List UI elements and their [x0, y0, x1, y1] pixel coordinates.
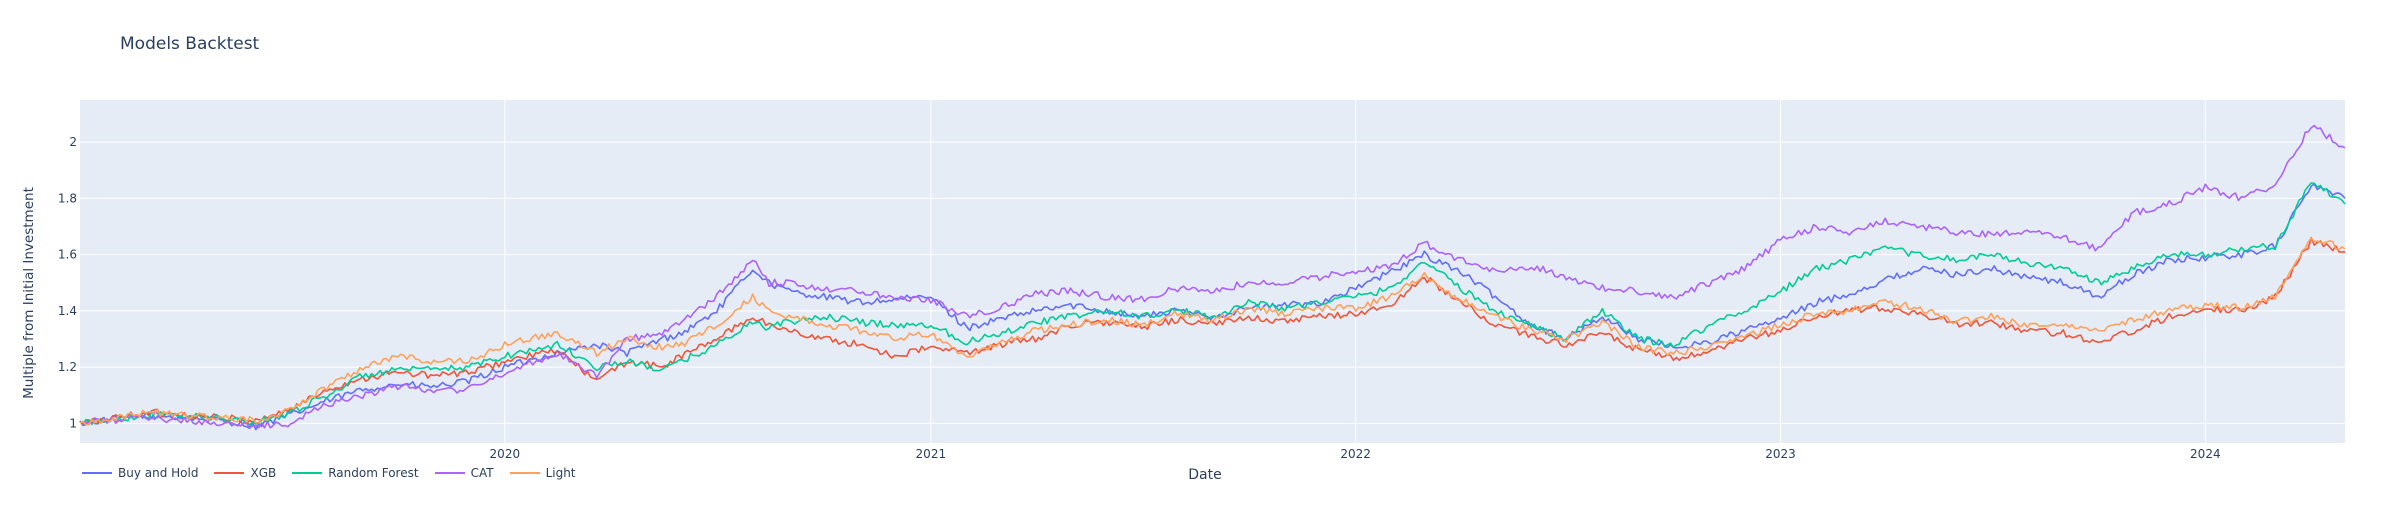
y-tick-label: 1.8 — [58, 191, 77, 205]
y-tick-label: 2 — [69, 135, 77, 149]
y-axis-label: Multiple from Initial Investment — [21, 187, 37, 399]
x-tick-label: 2024 — [2190, 447, 2221, 461]
legend-label: XGB — [250, 466, 277, 480]
chart-title: Models Backtest — [120, 34, 260, 54]
x-tick-label: 2020 — [490, 447, 521, 461]
x-axis-label: Date — [1188, 467, 1222, 483]
plot-area — [80, 100, 2345, 443]
x-tick-label: 2021 — [916, 447, 947, 461]
grid — [80, 100, 2345, 443]
legend-item[interactable]: Buy and Hold — [82, 466, 198, 480]
legend-item[interactable]: Random Forest — [292, 466, 419, 480]
legend: Buy and Hold XGB Random Forest CAT Light — [82, 463, 592, 483]
legend-label: Random Forest — [328, 466, 419, 480]
legend-swatch — [509, 472, 540, 474]
series-line-random-forest — [79, 182, 2346, 426]
y-tick-label: 1.4 — [58, 304, 77, 318]
series-line-buy-and-hold — [79, 183, 2346, 431]
y-axis-ticks: 1 1.2 1.4 1.6 1.8 2 — [58, 135, 77, 430]
legend-label: Light — [545, 466, 576, 480]
series-lines — [79, 124, 2346, 431]
x-tick-label: 2023 — [1765, 447, 1796, 461]
legend-item[interactable]: Light — [509, 466, 576, 480]
y-tick-label: 1 — [69, 416, 77, 430]
x-axis-ticks: 2020 2021 2022 2023 2024 — [490, 447, 2221, 461]
legend-label: CAT — [470, 466, 494, 480]
x-tick-label: 2022 — [1340, 447, 1371, 461]
y-tick-label: 1.6 — [58, 248, 77, 262]
legend-swatch — [292, 472, 323, 474]
legend-item[interactable]: XGB — [214, 466, 276, 480]
legend-swatch — [82, 472, 112, 474]
series-line-light — [79, 237, 2346, 426]
legend-swatch — [214, 472, 245, 474]
y-tick-label: 1.2 — [58, 360, 77, 374]
legend-label: Buy and Hold — [118, 466, 199, 480]
legend-item[interactable]: CAT — [434, 466, 494, 480]
legend-swatch — [434, 472, 465, 474]
series-line-cat — [79, 124, 2346, 429]
